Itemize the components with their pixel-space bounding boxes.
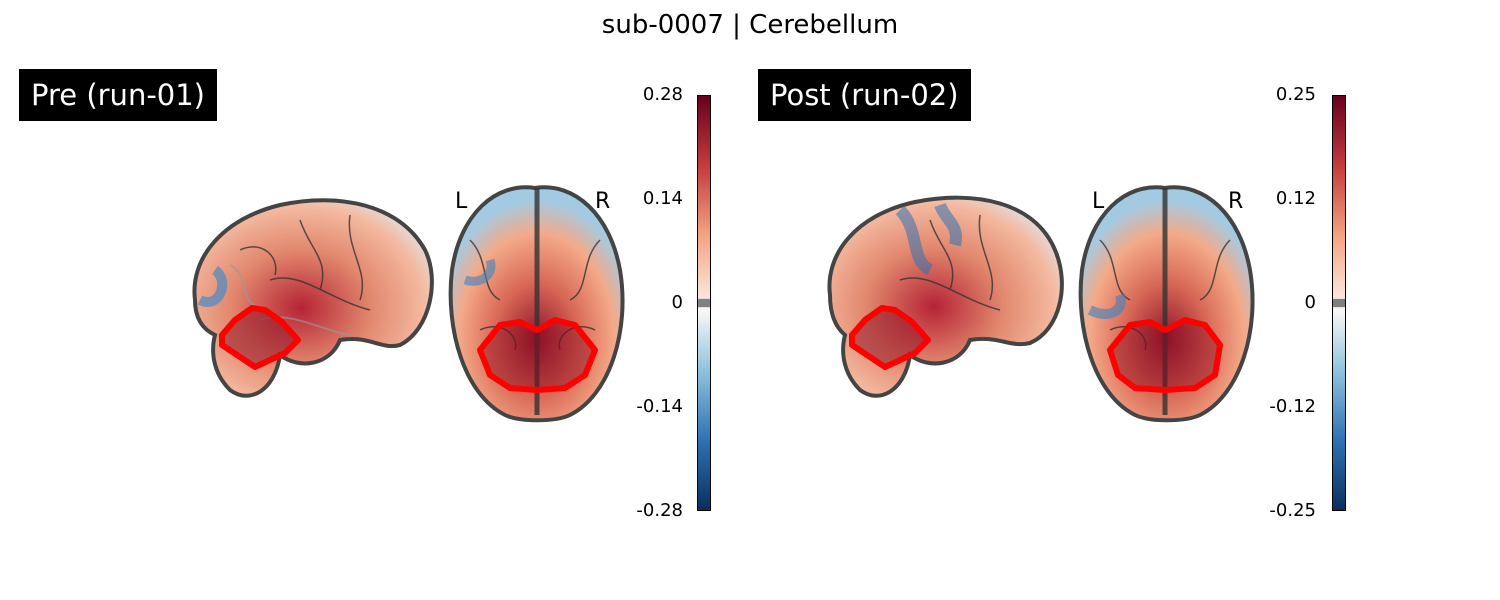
orientation-left-label: L [455,189,468,214]
axial-view [448,185,625,423]
orientation-right-label: R [595,189,611,214]
orientation-left-label: L [1092,189,1105,214]
sagittal-view [827,195,1064,398]
colorbar [697,95,711,511]
panel-label: Post (run-02) [758,69,971,121]
colorbar-tick-label: -0.28 [636,500,683,521]
colorbar-tick-label: 0.25 [1275,84,1316,105]
sagittal-view [192,198,434,398]
colorbar [1332,95,1346,511]
brain-glass-view [827,185,1255,423]
colorbar-tick-label: 0.14 [642,188,683,209]
colorbar-tick-label: 0 [671,292,683,313]
colorbar-tick-label: -0.25 [1269,500,1316,521]
panel-post: Post (run-02) L R 0.25 0.12 0 -0.12 -0.2… [740,0,1500,600]
colorbar-tick-label: -0.14 [636,396,683,417]
figure-title: sub-0007 | Cerebellum [601,10,899,40]
colorbar-tick-label: 0.12 [1275,188,1316,209]
panel-pre: Pre (run-01) L R 0.28 0.14 0 -0.14 -0.28 [19,69,711,521]
orientation-right-label: R [1228,189,1244,214]
colorbar-tick-label: 0 [1304,292,1316,313]
colorbar-tick-label: 0.28 [642,84,683,105]
colorbar-tick-label: -0.12 [1269,396,1316,417]
brain-glass-view [192,185,625,423]
panel-label: Pre (run-01) [19,69,217,121]
axial-view [1078,185,1255,423]
